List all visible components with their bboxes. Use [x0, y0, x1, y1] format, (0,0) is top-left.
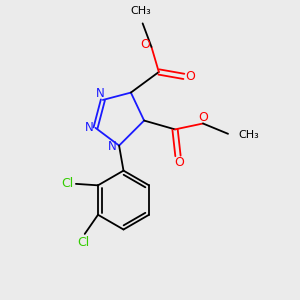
Text: CH₃: CH₃ [131, 6, 152, 16]
Text: O: O [198, 110, 208, 124]
Text: O: O [140, 38, 150, 51]
Text: N: N [96, 87, 105, 100]
Text: N: N [85, 121, 93, 134]
Text: Cl: Cl [61, 177, 74, 190]
Text: CH₃: CH₃ [238, 130, 259, 140]
Text: N: N [108, 140, 117, 153]
Text: Cl: Cl [77, 236, 89, 249]
Text: O: O [175, 156, 184, 169]
Text: O: O [185, 70, 195, 83]
